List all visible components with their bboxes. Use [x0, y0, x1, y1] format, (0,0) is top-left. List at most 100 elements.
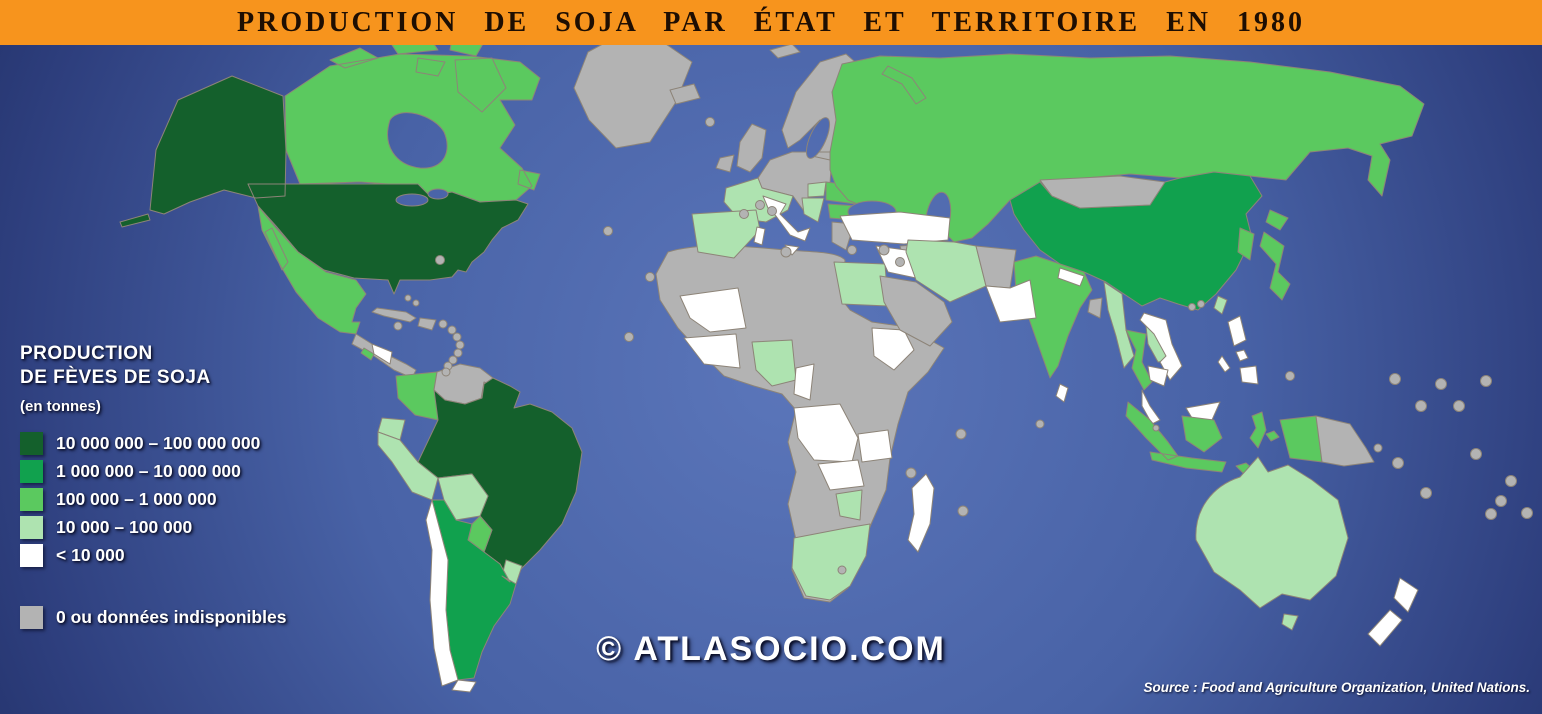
region-greenland — [573, 45, 693, 149]
legend-row: 10 000 000 – 100 000 000 — [20, 429, 286, 457]
legend-label: 1 000 000 – 10 000 000 — [56, 460, 241, 481]
territory-dot — [755, 200, 765, 210]
region-thailand — [1125, 329, 1153, 391]
region-zimbabwe — [835, 489, 863, 521]
territory-dot — [1480, 375, 1492, 387]
territory-dot — [878, 244, 890, 256]
territory-dot — [1420, 487, 1432, 499]
great-lakes — [395, 193, 429, 207]
territory-dot — [705, 117, 715, 127]
legend: PRODUCTION DE FÈVES DE SOJA (en tonnes) … — [20, 342, 286, 631]
legend-row: 10 000 – 100 000 — [20, 513, 286, 541]
region-yugoslavia — [801, 197, 825, 223]
region-madagascar — [907, 473, 935, 553]
legend-title: PRODUCTION DE FÈVES DE SOJA — [20, 342, 286, 390]
territory-dot — [780, 246, 792, 258]
source-credit: Source : Food and Agriculture Organizati… — [1143, 680, 1530, 695]
territory-dot — [1505, 475, 1517, 487]
territory-dot — [1495, 495, 1507, 507]
territory-dot — [447, 325, 457, 335]
region-zambia — [817, 459, 865, 491]
territory-dot — [1188, 303, 1196, 311]
region-cameroon — [793, 363, 815, 401]
legend-label: < 10 000 — [56, 544, 125, 565]
header-bar: PRODUCTION DE SOJA PAR ÉTAT ET TERRITOIR… — [0, 0, 1542, 45]
territory-dot — [1392, 457, 1404, 469]
territory-dot — [1521, 507, 1533, 519]
region-tanzania — [857, 429, 893, 463]
territory-dot — [955, 428, 967, 440]
region-south-africa — [791, 523, 871, 601]
territory-dot — [957, 505, 969, 517]
map-title: PRODUCTION DE SOJA PAR ÉTAT ET TERRITOIR… — [237, 6, 1305, 38]
region-el-salvador — [360, 347, 375, 361]
region-mongolia — [1039, 175, 1166, 209]
legend-label: 100 000 – 1 000 000 — [56, 488, 217, 509]
territory-dot — [1197, 300, 1205, 308]
region-philippines — [1217, 315, 1259, 385]
territory-dot — [435, 255, 445, 265]
territory-dot — [1152, 424, 1160, 432]
legend-row: 1 000 000 – 10 000 000 — [20, 457, 286, 485]
region-hispaniola — [417, 317, 437, 331]
legend-label: 10 000 – 100 000 — [56, 516, 193, 537]
region-nicaragua-honduras — [371, 343, 393, 365]
region-korea — [1237, 227, 1255, 261]
region-usa — [119, 75, 529, 295]
territory-dot — [767, 206, 777, 216]
region-myanmar — [1103, 281, 1135, 369]
region-australia — [1195, 456, 1349, 609]
region-japan — [1259, 209, 1291, 301]
watermark: © ATLASOCIO.COM — [596, 630, 946, 668]
territory-dot — [441, 367, 451, 377]
region-new-zealand — [1367, 577, 1419, 647]
territory-dot — [448, 355, 458, 365]
legend-row: 100 000 – 1 000 000 — [20, 485, 286, 513]
region-saudi-arabia — [879, 275, 953, 347]
region-papua-new-guinea — [1315, 415, 1375, 467]
region-nepal — [1057, 267, 1085, 287]
legend-swatch — [20, 431, 43, 455]
territory-dot — [455, 340, 465, 350]
territory-dot — [1470, 448, 1482, 460]
territory-dot — [1453, 400, 1465, 412]
territory-dot — [1035, 419, 1045, 429]
region-pakistan — [985, 279, 1037, 323]
legend-row-unavailable: 0 ou données indisponibles — [20, 603, 286, 631]
great-lakes-east — [427, 188, 449, 200]
territory-dot — [603, 226, 613, 236]
legend-items: 10 000 000 – 100 000 000 1 000 000 – 10 … — [20, 429, 286, 631]
region-cuba — [371, 307, 417, 323]
territory-dot — [1373, 443, 1383, 453]
region-nigeria — [751, 339, 797, 387]
territory-dot — [624, 332, 634, 342]
region-mexico — [257, 205, 367, 335]
territory-dot — [453, 348, 463, 358]
territory-dot — [1485, 508, 1497, 520]
legend-swatch — [20, 543, 43, 567]
territory-dot — [1415, 400, 1427, 412]
region-cambodia — [1147, 365, 1169, 387]
region-egypt — [833, 261, 889, 307]
legend-label: 0 ou données indisponibles — [56, 606, 287, 627]
territory-dot — [1435, 378, 1447, 390]
region-west-africa — [679, 287, 747, 369]
territory-dot — [847, 245, 857, 255]
legend-title-line2: DE FÈVES DE SOJA — [20, 367, 211, 388]
territory-dot — [452, 332, 462, 342]
territory-dot — [905, 467, 917, 479]
territory-dot — [895, 257, 905, 267]
legend-row: < 10 000 — [20, 541, 286, 569]
region-lesotho — [837, 565, 847, 575]
legend-subtitle: (en tonnes) — [20, 398, 101, 415]
region-bangladesh — [1087, 297, 1103, 319]
territory-dot — [1285, 371, 1295, 381]
territory-dot — [438, 319, 448, 329]
region-iran — [905, 239, 987, 303]
region-hungary — [807, 181, 827, 198]
region-sri-lanka — [1055, 383, 1069, 403]
territory-dot — [1389, 373, 1401, 385]
region-turkey — [839, 211, 951, 245]
territory-dot — [393, 321, 403, 331]
legend-title-line1: PRODUCTION — [20, 343, 153, 364]
